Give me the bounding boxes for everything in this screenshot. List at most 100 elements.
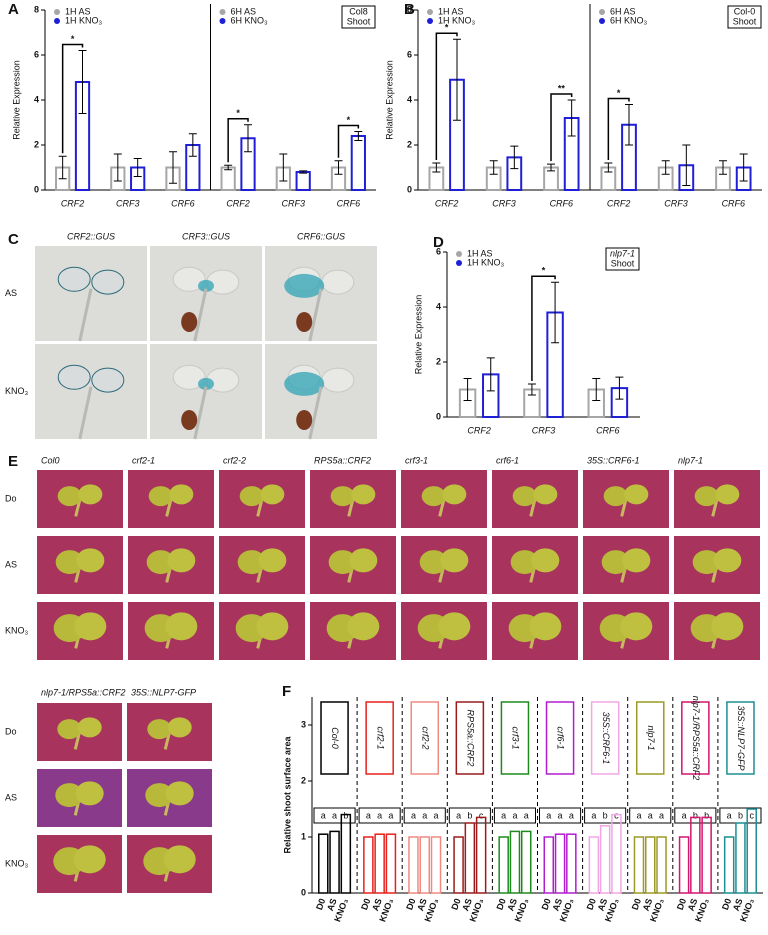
hypocotyl — [193, 288, 208, 342]
letter-frame — [584, 807, 627, 824]
seedling-leaf — [167, 548, 196, 573]
y-tick-label: 8 — [407, 4, 412, 14]
letter: a — [546, 810, 551, 820]
y-tick-label: 0 — [301, 887, 306, 897]
x-tick-label: D0 — [720, 897, 733, 911]
error-bar — [624, 104, 633, 146]
panel-letter: E — [8, 453, 18, 470]
letter-frame — [674, 807, 717, 824]
group-label: crf2-1 — [375, 726, 385, 749]
bar — [566, 833, 577, 894]
error-bar — [244, 124, 253, 153]
seedling-leaf — [239, 486, 264, 507]
letter-frame — [403, 807, 446, 824]
bar — [374, 833, 385, 894]
letter: a — [558, 810, 563, 820]
x-tick-label: AS — [505, 897, 519, 912]
y-tick-label: 2 — [301, 775, 306, 785]
seedling-leaf — [148, 486, 173, 507]
error-bar — [279, 153, 288, 182]
box-label: Shoot — [611, 258, 635, 268]
x-tick-label: D0 — [585, 897, 598, 911]
significance-label: * — [445, 23, 449, 33]
significance-label: * — [617, 88, 621, 98]
seedling-leaf — [440, 548, 469, 573]
significance-label: ** — [558, 83, 566, 93]
seedling-leaf — [165, 781, 194, 806]
seedling-leaf — [711, 612, 744, 641]
seedling-leaf — [57, 719, 82, 740]
x-tick-label: D0 — [494, 897, 507, 911]
x-tick-label: D0 — [314, 897, 327, 911]
error-bar — [113, 153, 122, 182]
letter: a — [456, 810, 461, 820]
letter: b — [343, 810, 348, 820]
x-tick-label: D0 — [630, 897, 643, 911]
seedling-leaf — [77, 717, 102, 738]
letter: b — [693, 810, 698, 820]
group-label-frame — [726, 701, 755, 775]
letter: a — [321, 810, 326, 820]
seedling-leaf — [145, 783, 174, 808]
bar — [295, 171, 311, 191]
legend-label: 1H KNO₃ — [65, 15, 103, 25]
letter: a — [422, 810, 427, 820]
letter-frame — [358, 807, 401, 824]
box-label: nlp7-1 — [610, 248, 635, 258]
row-label: KNO₃ — [5, 386, 29, 396]
column-header: 35S::CRF6-1 — [587, 455, 640, 465]
group-label-frame — [590, 701, 620, 775]
x-tick-label: CRF6 — [337, 198, 361, 208]
column-header: 35S::NLP7-GFP — [131, 687, 196, 697]
letter: a — [682, 810, 687, 820]
letter: b — [738, 810, 743, 820]
group-label: nlp7-1/RPS5a::CRF2 — [691, 696, 701, 781]
x-tick-label: D0 — [404, 897, 417, 911]
seedling-leaf — [713, 548, 742, 573]
error-bar — [168, 151, 177, 184]
error-bar — [510, 145, 519, 170]
seed-coat — [296, 410, 313, 430]
seedling-leaf — [172, 266, 206, 292]
group-label: 35S::NLP7-GFP — [736, 705, 746, 770]
error-bar — [188, 133, 197, 157]
legend-label: 1H AS — [65, 6, 91, 16]
error-bar — [527, 383, 536, 396]
seedling-leaf — [347, 612, 380, 641]
x-tick-label: CRF3 — [281, 198, 305, 208]
x-tick-label: CRF2 — [226, 198, 250, 208]
bar — [340, 813, 352, 894]
seedling-leaf — [55, 550, 84, 575]
legend-marker — [427, 18, 433, 24]
seedling-leaf — [55, 783, 84, 808]
bar — [690, 816, 701, 894]
letter: a — [569, 810, 574, 820]
error-bar — [719, 160, 728, 175]
legend-label: 1H KNO₃ — [438, 15, 476, 25]
letter: a — [366, 810, 371, 820]
y-axis-label: Relative shoot surface area — [282, 735, 292, 853]
y-tick-label: 2 — [34, 139, 39, 149]
seedling-leaf — [510, 550, 539, 575]
seedling-leaf — [438, 612, 471, 641]
y-tick-label: 3 — [301, 719, 306, 729]
bar — [520, 830, 532, 894]
y-tick-label: 6 — [34, 49, 39, 59]
seedling-leaf — [601, 550, 630, 575]
y-tick-label: 2 — [436, 356, 441, 366]
column-header: crf3-1 — [405, 455, 428, 465]
gus-stain — [284, 371, 325, 396]
letter-frame — [313, 807, 356, 824]
error-bar — [486, 357, 495, 392]
significance-label: * — [542, 266, 546, 276]
seedling-leaf — [620, 612, 653, 641]
error-bar — [463, 378, 472, 401]
box-label: Shoot — [347, 16, 371, 26]
legend-marker — [456, 251, 462, 257]
bar — [220, 166, 236, 191]
seedling-leaf — [692, 550, 721, 575]
legend-label: 1H AS — [438, 6, 464, 16]
legend-label: 6H AS — [231, 6, 257, 16]
bar — [554, 833, 566, 894]
error-bar — [334, 160, 343, 175]
